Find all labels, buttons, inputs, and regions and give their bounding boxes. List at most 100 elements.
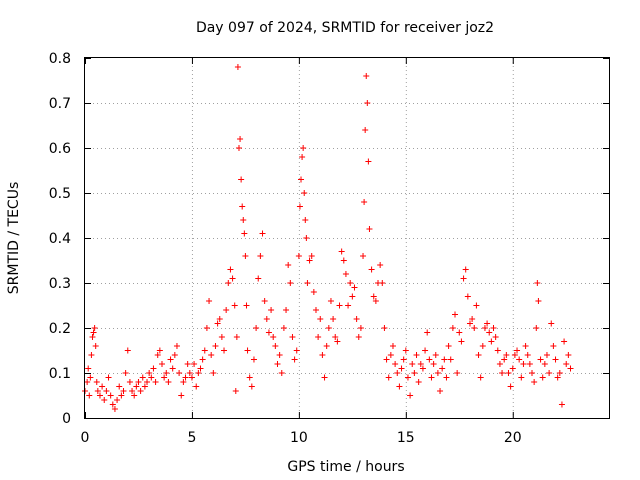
data-point [415,379,422,385]
x-tick-label: 10 [290,430,308,446]
data-point [116,383,123,390]
data-point [122,370,129,376]
data-point [280,325,287,331]
data-point [111,406,118,412]
data-point [165,379,172,385]
data-point [488,338,495,345]
data-point [131,392,138,399]
data-point [265,329,272,336]
data-point [484,320,491,327]
data-point [312,307,319,313]
grid-layer [85,58,609,418]
data-point [91,325,98,331]
x-axis-label: GPS time / hours [287,459,404,475]
y-tick-label: 0.1 [49,366,71,382]
data-point [250,356,257,363]
data-point [501,356,508,363]
data-point [296,203,303,210]
data-point [417,361,424,367]
data-point [238,176,245,183]
y-tick-label: 0.4 [49,231,71,247]
data-point [293,347,300,354]
data-point [135,379,142,385]
data-point [522,343,529,349]
data-point [197,365,204,372]
data-point [182,374,189,381]
data-point [398,365,405,372]
data-point [218,334,225,340]
data-point [424,329,431,336]
data-point [315,334,322,340]
data-point [93,379,100,385]
data-point [283,307,290,313]
data-point [232,388,239,394]
data-point [158,361,165,367]
data-point [469,316,476,322]
data-point [270,334,277,340]
data-point [86,392,93,399]
data-point [365,158,372,165]
data-point [362,127,369,133]
data-point [107,392,114,399]
data-point [295,253,302,259]
data-point [368,266,375,273]
data-point [261,298,268,304]
data-point [90,329,97,336]
data-point [379,280,386,286]
data-point [243,302,250,309]
data-point [223,307,230,313]
data-point [253,325,260,331]
data-point [458,338,465,345]
data-point [150,365,157,372]
y-tick-label: 0.2 [49,321,71,337]
data-point [336,302,343,309]
data-point [221,347,228,354]
data-point [210,370,217,376]
data-point [357,325,364,331]
data-point [259,230,266,237]
data-point [103,388,110,394]
y-tick-labels: 0 0.1 0.2 0.3 0.4 0.5 0.6 0.7 0.8 [49,51,71,427]
data-point [370,293,377,300]
data-point [139,374,146,381]
data-point [381,325,388,331]
data-point [409,361,416,367]
data-point [332,334,339,340]
plot-frame [84,57,610,419]
data-point [171,352,178,358]
data-point [462,266,469,273]
x-tick-labels: 0 5 10 15 20 [81,430,522,446]
data-point [353,316,360,322]
data-point [364,100,371,106]
data-point [492,334,499,340]
data-point [199,356,206,363]
x-tick-label: 15 [397,430,415,446]
data-point [471,325,478,331]
data-point [325,325,332,331]
data-point [208,352,215,358]
data-point [188,374,195,381]
y-tick-label: 0.5 [49,186,71,202]
data-point [144,379,151,385]
data-point [148,374,155,381]
data-point [156,347,163,354]
data-point [554,374,561,381]
data-point [526,361,533,367]
data-point [87,374,94,381]
data-point [548,320,555,327]
data-point [460,275,467,282]
data-point [385,374,392,381]
data-point [567,365,574,372]
y-tick-label: 0 [62,411,71,427]
data-point [291,356,298,363]
data-point [246,374,253,381]
data-point [84,379,91,385]
data-point [537,356,544,363]
data-point [167,356,174,363]
data-point [227,266,234,273]
data-point [520,361,527,367]
data-point [387,352,394,358]
data-point [233,334,240,340]
data-point [511,352,518,358]
data-point [137,388,144,394]
